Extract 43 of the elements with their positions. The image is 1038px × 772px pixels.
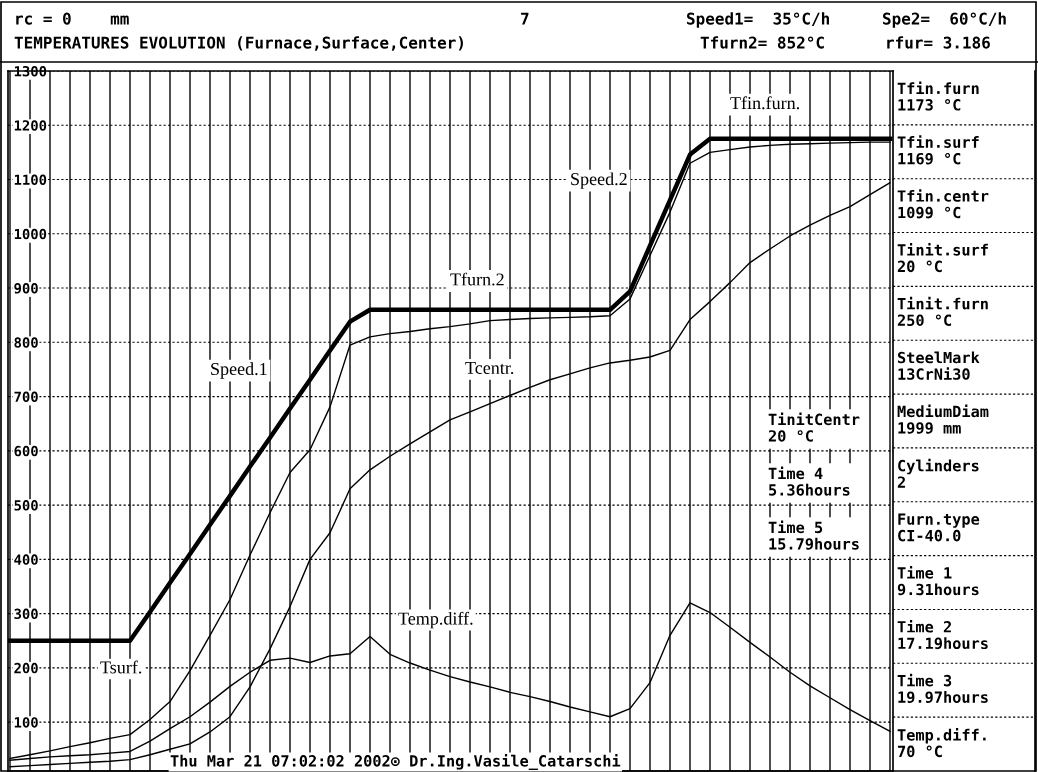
chart-title: TEMPERATURES EVOLUTION (Furnace,Surface,Center) <box>14 36 463 51</box>
y-tick-label: 300 <box>14 608 38 620</box>
text: Time 1 9.31hours <box>897 566 979 596</box>
text: Time 3 19.97hours <box>897 673 988 703</box>
text: Cylinders 2 <box>897 458 979 488</box>
text: Tinit.furn 250 °C <box>897 296 988 326</box>
y-tick-label: 900 <box>14 283 38 294</box>
y-tick-label: 1000 <box>14 228 47 240</box>
y-tick-label: 700 <box>14 391 38 403</box>
text: Tsurf. <box>100 660 142 674</box>
text: Spe2= 60°C/h <box>883 12 1006 28</box>
annotation: Speed.1 <box>211 362 267 379</box>
text: Tfurn2= 852°C <box>700 36 824 49</box>
text: Tfin.centr 1099 °C <box>897 189 989 219</box>
y-tick-label: 400 <box>14 554 38 565</box>
y-tick-label: 100 <box>14 717 38 728</box>
text: Tfin.furn 1173 °C <box>897 81 979 111</box>
text: rfur= 3.186 <box>887 36 990 49</box>
y-tick-label: 800 <box>14 337 38 348</box>
text: 7 <box>521 12 529 25</box>
annotation: Thu Mar 21 07:02:02 2002⊙ Dr.Ing.Vasile_Catarschi <box>170 753 621 771</box>
text: Time 2 17.19hours <box>897 619 988 650</box>
text: Tinit.surf 20 °C <box>897 242 988 273</box>
series-label: Temp.diff. <box>398 611 473 629</box>
annotation: Time 5 15.79hours <box>768 520 859 550</box>
annotation: Tfin.furn. <box>730 96 799 110</box>
y-tick-label: 1200 <box>14 120 47 131</box>
text: Temp.diff. 70 °C <box>897 728 986 758</box>
annotation: Tfurn.2 <box>450 272 504 286</box>
text: Speed1= 35°C/h <box>687 12 829 28</box>
y-tick-label: 1100 <box>14 174 47 185</box>
text: Furn.type CI-40.0 <box>898 513 980 542</box>
annotation: Time 4 5.36hours <box>768 466 850 496</box>
y-tick-label: 600 <box>14 445 38 457</box>
annotation: TinitCentr 20 °C <box>768 412 860 442</box>
y-tick-label: 200 <box>14 662 38 674</box>
annotation: Speed.2 <box>571 172 627 189</box>
y-tick-label: 500 <box>14 500 38 511</box>
series-label: Tcentr. <box>465 361 514 375</box>
text: MediumDiam 1999 mm <box>897 404 989 434</box>
text: SteelMark 13CrNi30 <box>897 351 980 380</box>
text: Tfin.surf 1169 °C <box>897 135 979 165</box>
text: rc = 0 mm <box>16 12 129 25</box>
